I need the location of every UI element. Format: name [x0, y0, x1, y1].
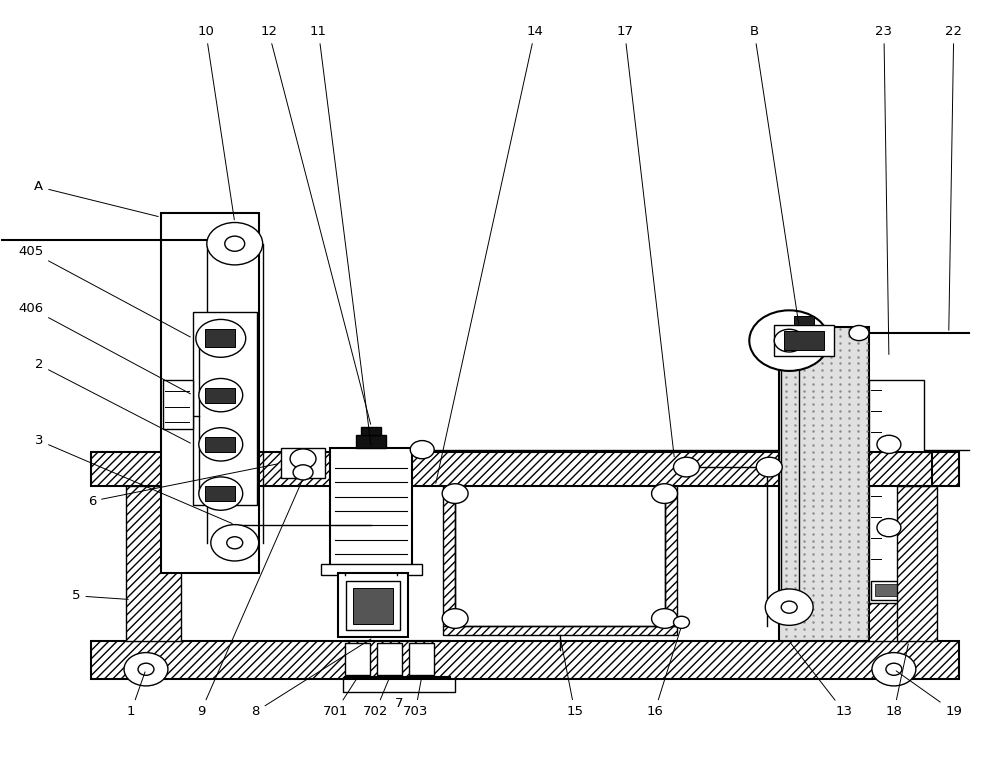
Text: 405: 405 — [18, 245, 190, 337]
Circle shape — [877, 518, 901, 537]
Circle shape — [211, 524, 259, 561]
Bar — [126, 486, 181, 641]
Circle shape — [749, 310, 829, 371]
Bar — [338, 573, 408, 638]
Bar — [161, 214, 259, 573]
Text: 23: 23 — [875, 25, 892, 354]
Text: 12: 12 — [260, 25, 371, 424]
Circle shape — [199, 428, 243, 461]
Bar — [443, 486, 455, 626]
Text: 14: 14 — [436, 25, 543, 483]
Bar — [774, 325, 834, 356]
Text: 7: 7 — [395, 697, 404, 710]
Bar — [205, 486, 235, 501]
Circle shape — [765, 589, 813, 625]
Circle shape — [227, 537, 243, 549]
Circle shape — [774, 329, 804, 352]
Circle shape — [652, 609, 678, 629]
Circle shape — [872, 653, 916, 686]
Circle shape — [674, 616, 689, 629]
Bar — [794, 316, 814, 325]
Bar — [330, 448, 412, 565]
Bar — [345, 643, 370, 676]
Circle shape — [196, 319, 246, 357]
Bar — [854, 486, 899, 641]
Text: 15: 15 — [560, 638, 583, 718]
Circle shape — [207, 223, 263, 265]
Circle shape — [138, 663, 154, 676]
Circle shape — [293, 465, 313, 480]
Text: 9: 9 — [197, 481, 302, 718]
Bar — [377, 643, 402, 676]
Bar — [779, 327, 869, 641]
Circle shape — [410, 441, 434, 459]
Bar — [665, 486, 677, 626]
Text: 16: 16 — [646, 629, 681, 718]
Text: 3: 3 — [35, 434, 232, 524]
Bar — [205, 437, 235, 452]
Circle shape — [199, 378, 243, 412]
Text: 702: 702 — [363, 679, 389, 718]
Text: 703: 703 — [403, 679, 428, 718]
Circle shape — [124, 653, 168, 686]
Bar — [193, 312, 257, 505]
Bar — [281, 448, 325, 479]
Bar — [875, 584, 912, 596]
Bar — [897, 486, 937, 641]
Text: 19: 19 — [896, 671, 962, 718]
Bar — [205, 329, 235, 347]
Circle shape — [781, 601, 797, 613]
Text: 2: 2 — [35, 359, 190, 443]
Text: 10: 10 — [197, 25, 234, 220]
Text: 17: 17 — [616, 25, 674, 457]
Circle shape — [849, 325, 869, 340]
Text: 6: 6 — [88, 464, 278, 508]
Bar — [871, 581, 916, 600]
Circle shape — [225, 236, 245, 252]
Circle shape — [674, 458, 699, 477]
Bar — [361, 427, 381, 435]
Bar — [869, 452, 932, 486]
Text: 701: 701 — [323, 679, 356, 718]
Bar — [443, 626, 677, 635]
Bar — [356, 435, 386, 448]
Text: 18: 18 — [885, 644, 908, 718]
Circle shape — [886, 663, 902, 676]
Text: 22: 22 — [945, 25, 962, 331]
Text: 1: 1 — [127, 672, 145, 718]
Bar — [163, 380, 193, 429]
Bar — [869, 380, 924, 603]
Bar — [784, 331, 824, 350]
Text: 11: 11 — [310, 25, 371, 445]
Circle shape — [877, 435, 901, 454]
Text: B: B — [750, 25, 799, 325]
Text: 8: 8 — [251, 639, 371, 718]
Circle shape — [290, 449, 316, 469]
Text: 13: 13 — [791, 644, 853, 718]
Text: A: A — [34, 180, 158, 217]
Bar — [91, 452, 959, 486]
Bar — [91, 641, 959, 679]
Text: 406: 406 — [18, 302, 190, 394]
Bar — [346, 581, 400, 630]
Bar — [353, 588, 393, 624]
Circle shape — [199, 477, 243, 510]
Circle shape — [756, 458, 782, 477]
Bar — [205, 388, 235, 403]
Bar — [320, 564, 422, 575]
Circle shape — [442, 483, 468, 503]
Circle shape — [652, 483, 678, 503]
Bar — [409, 643, 434, 676]
Text: 5: 5 — [72, 589, 128, 603]
Circle shape — [442, 609, 468, 629]
